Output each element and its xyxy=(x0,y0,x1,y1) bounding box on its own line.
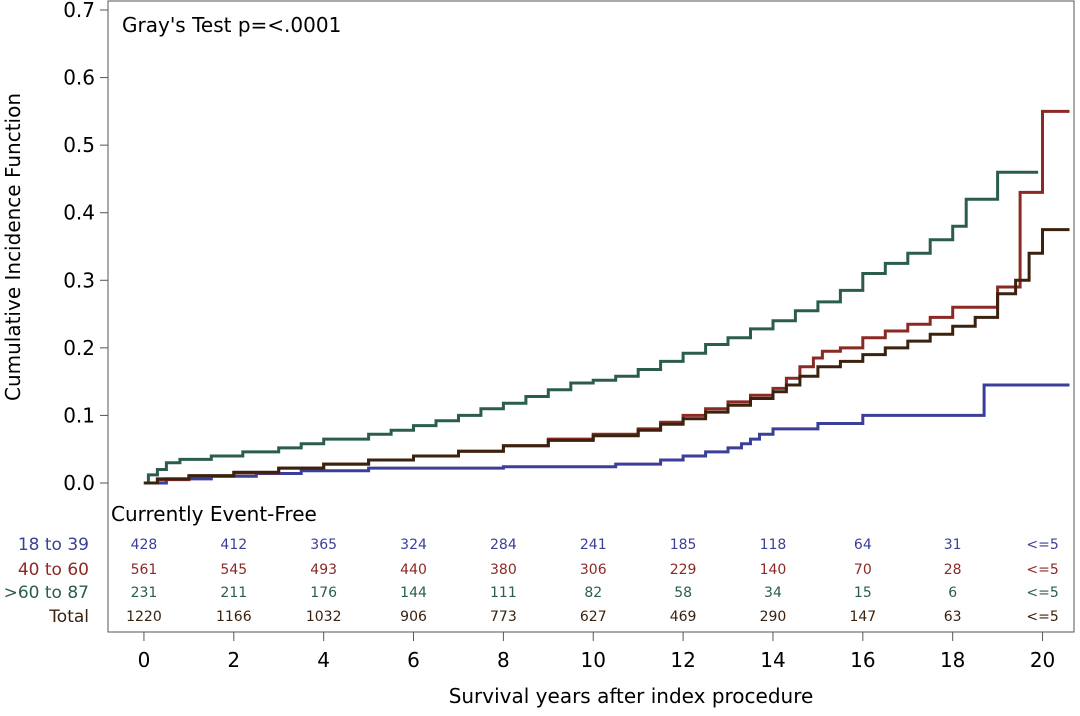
risk-cell: 561 xyxy=(131,562,158,578)
risk-cell: 412 xyxy=(220,537,247,553)
risk-cell: <=5 xyxy=(1026,537,1058,553)
risk-cell: 380 xyxy=(490,562,517,578)
risk-cell: 118 xyxy=(760,537,787,553)
risk-row-label: 40 to 60 xyxy=(18,560,89,580)
risk-cell: 440 xyxy=(400,562,427,578)
x-axis-ticks: 0 2 4 6 8 10 12 14 16 18 20 xyxy=(138,632,1055,672)
plot-frame xyxy=(107,0,1075,633)
risk-cell: 428 xyxy=(131,537,158,553)
risk-cell: 1220 xyxy=(126,609,162,625)
series-line-60-to-87 xyxy=(143,170,1039,485)
y-tick-label: 0.6 xyxy=(63,66,95,90)
x-tick-label: 18 xyxy=(940,648,965,672)
risk-cell: 144 xyxy=(400,585,427,601)
risk-cell: 185 xyxy=(670,537,697,553)
x-tick-label: 6 xyxy=(407,648,420,672)
risk-cell: 176 xyxy=(310,585,337,601)
risk-cell: 493 xyxy=(310,562,337,578)
x-tick-label: 2 xyxy=(227,648,240,672)
series-lines xyxy=(143,109,1070,485)
risk-cell: 229 xyxy=(670,562,697,578)
x-tick-label: 14 xyxy=(760,648,785,672)
risk-cell: 284 xyxy=(490,537,517,553)
risk-row-label: Total xyxy=(48,607,89,627)
y-tick-label: 0.4 xyxy=(63,201,95,225)
risk-cell: <=5 xyxy=(1026,585,1058,601)
x-tick-label: 16 xyxy=(850,648,875,672)
risk-cell: 6 xyxy=(948,585,957,601)
risk-cell: 306 xyxy=(580,562,607,578)
x-tick-label: 8 xyxy=(497,648,510,672)
risk-cell: 365 xyxy=(310,537,337,553)
risk-cell: 1032 xyxy=(306,609,342,625)
risk-cell: 1166 xyxy=(216,609,252,625)
risk-cell: 82 xyxy=(584,585,602,601)
x-tick-label: 10 xyxy=(581,648,606,672)
risk-cell: 70 xyxy=(854,562,872,578)
risk-cell: 906 xyxy=(400,609,427,625)
y-tick-label: 0.7 xyxy=(63,0,95,22)
x-tick-label: 20 xyxy=(1030,648,1055,672)
risk-cell: 140 xyxy=(760,562,787,578)
risk-table: 18 to 39 428 412 365 324 284 241 185 118 64 31 <=5 4… xyxy=(4,535,1059,627)
x-tick-label: 4 xyxy=(317,648,330,672)
risk-cell: 58 xyxy=(674,585,692,601)
risk-cell: 324 xyxy=(400,537,427,553)
x-axis-label: Survival years after index procedure xyxy=(449,684,814,708)
risk-row-label: 18 to 39 xyxy=(18,535,89,555)
series-line-40-to-60 xyxy=(143,109,1070,485)
y-tick-label: 0.2 xyxy=(63,336,95,360)
risk-cell: 469 xyxy=(670,609,697,625)
risk-cell: 111 xyxy=(490,585,517,601)
risk-cell: 290 xyxy=(760,609,787,625)
risk-cell: 15 xyxy=(854,585,872,601)
risk-row-label: >60 to 87 xyxy=(4,583,89,603)
y-axis-ticks: 0.0 0.1 0.2 0.3 0.4 0.5 0.6 0.7 xyxy=(63,0,108,495)
risk-cell: 627 xyxy=(580,609,607,625)
risk-cell: 31 xyxy=(944,537,962,553)
risk-cell: 64 xyxy=(854,537,872,553)
grays-test-annotation: Gray's Test p=<.0001 xyxy=(122,13,341,37)
risk-cell: 231 xyxy=(131,585,158,601)
risk-cell: 63 xyxy=(944,609,962,625)
risk-cell: <=5 xyxy=(1026,609,1058,625)
risk-cell: 241 xyxy=(580,537,607,553)
risk-cell: 28 xyxy=(944,562,962,578)
x-tick-label: 0 xyxy=(138,648,151,672)
y-tick-label: 0.1 xyxy=(63,403,95,427)
risk-cell: 34 xyxy=(764,585,782,601)
x-tick-label: 12 xyxy=(670,648,695,672)
risk-table-title: Currently Event-Free xyxy=(111,502,317,526)
risk-cell: 147 xyxy=(849,609,876,625)
y-tick-label: 0.3 xyxy=(63,268,95,292)
y-axis-label: Cumulative Incidence Function xyxy=(1,93,25,401)
risk-cell: 773 xyxy=(490,609,517,625)
series-line-total xyxy=(143,228,1070,485)
risk-cell: <=5 xyxy=(1026,562,1058,578)
y-tick-label: 0.0 xyxy=(63,471,95,495)
risk-cell: 211 xyxy=(220,585,247,601)
y-tick-label: 0.5 xyxy=(63,133,95,157)
risk-cell: 545 xyxy=(220,562,247,578)
